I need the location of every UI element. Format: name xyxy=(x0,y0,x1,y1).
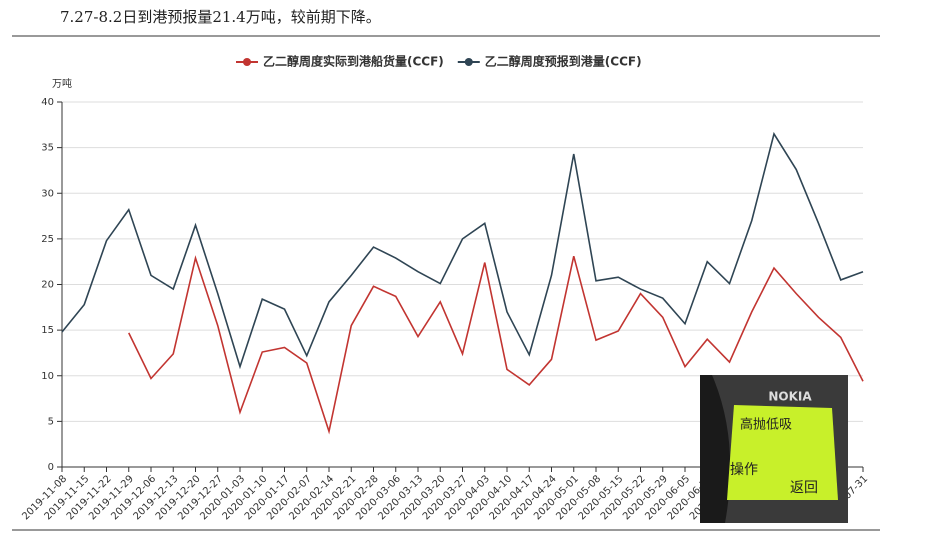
y-tick-label: 30 xyxy=(41,188,54,199)
legend-label: 乙二醇周度预报到港量(CCF) xyxy=(485,54,642,69)
phone-screen xyxy=(727,405,838,500)
legend-label: 乙二醇周度实际到港船货量(CCF) xyxy=(263,54,444,69)
y-tick-label: 20 xyxy=(41,280,54,291)
y-axis-label: 万吨 xyxy=(52,77,72,90)
phone-brand: NOKIA xyxy=(768,390,812,404)
series-line xyxy=(128,255,864,435)
y-tick-label: 0 xyxy=(48,462,54,473)
y-tick-label: 5 xyxy=(48,416,54,427)
y-tick-label: 10 xyxy=(41,371,54,382)
y-tick-label: 15 xyxy=(41,325,54,336)
screen-key: 操作 xyxy=(730,462,758,478)
y-tick-label: 35 xyxy=(41,143,54,154)
screen-text: 高抛低吸 xyxy=(740,417,792,433)
legend-swatch xyxy=(464,58,473,66)
y-tick-label: 40 xyxy=(41,97,54,108)
series-line xyxy=(61,131,864,370)
screen-key: 返回 xyxy=(790,480,818,496)
heading: 7.27-8.2日到港预报量21.4万吨，较前期下降。 xyxy=(60,8,381,26)
legend-swatch xyxy=(243,58,251,66)
y-tick-label: 25 xyxy=(41,234,54,245)
